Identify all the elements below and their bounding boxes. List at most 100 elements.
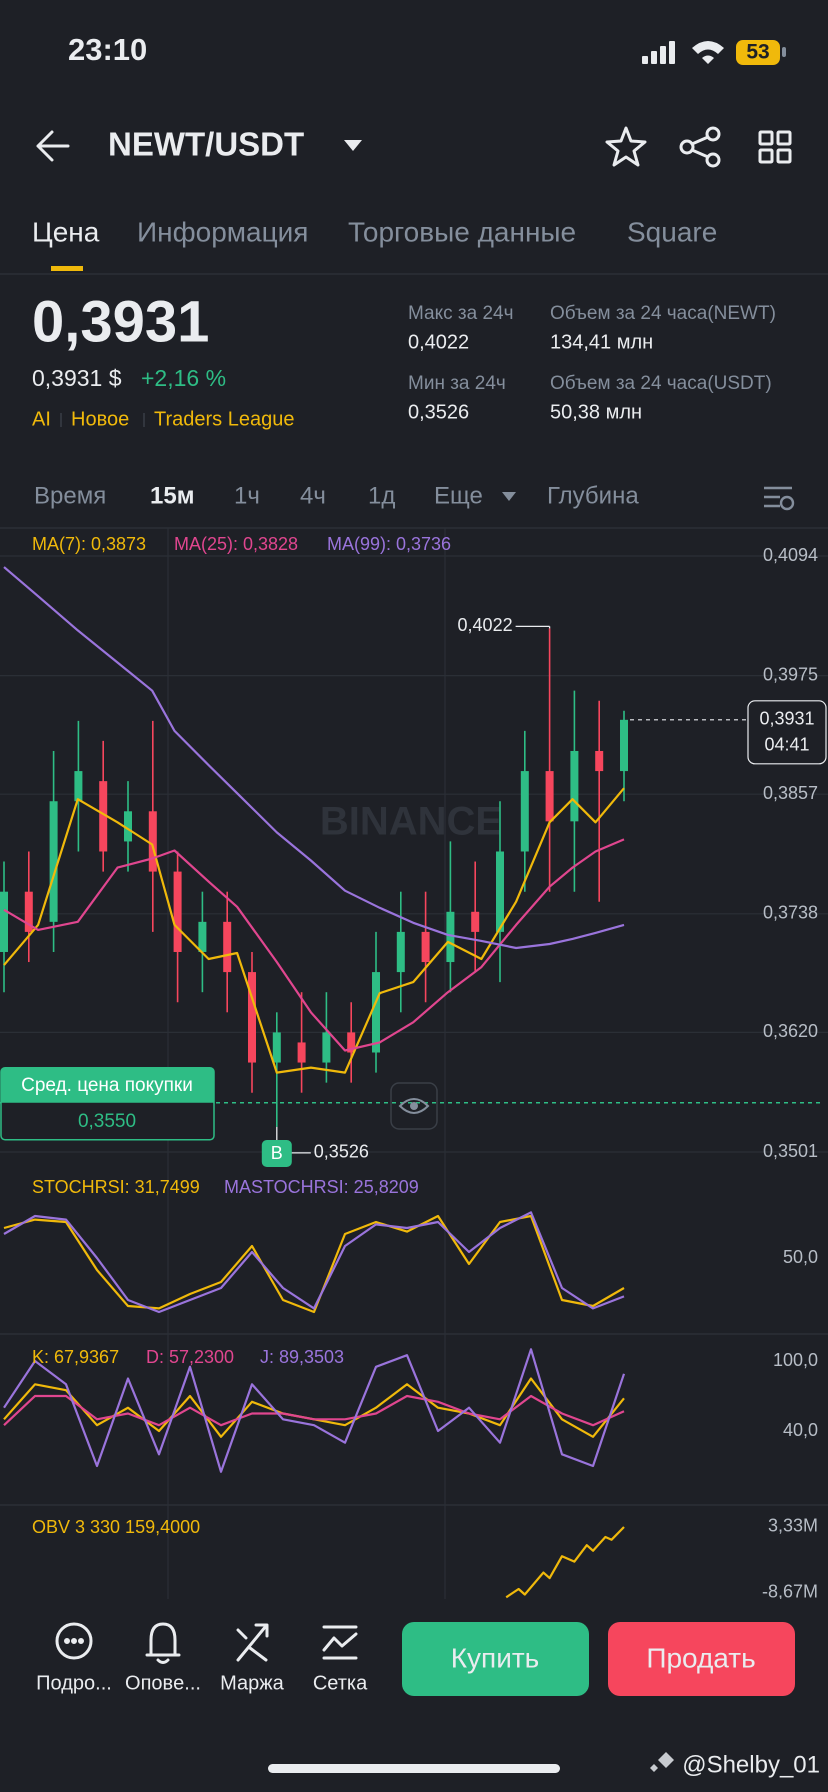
candle-body <box>272 1032 281 1063</box>
tab[interactable]: Информация <box>137 216 308 247</box>
interval[interactable]: Глубина <box>547 482 639 509</box>
interval[interactable]: 1ч <box>234 482 260 509</box>
last-price: 0,3931 <box>32 289 209 354</box>
y-tick-label: 0,3857 <box>763 783 818 803</box>
indicator-line <box>3 1394 625 1427</box>
pair-title[interactable]: NEWT/USDT <box>108 126 304 163</box>
more-dropdown[interactable] <box>502 492 516 501</box>
stat-label: Мин за 24ч <box>408 373 506 394</box>
indicator-line <box>505 1526 625 1599</box>
interval[interactable]: 15м <box>150 482 194 509</box>
indicator-line <box>3 566 625 950</box>
candle-body <box>347 1032 356 1053</box>
avg-buy-value: 0,3550 <box>78 1111 136 1132</box>
candle-body <box>421 931 430 963</box>
legend-entry: D: 57,2300 <box>146 1347 234 1367</box>
details-icon[interactable] <box>55 1622 93 1660</box>
tag[interactable]: Новое <box>71 408 129 430</box>
y-tick-label: 40,0 <box>783 1420 818 1440</box>
user-watermark: @Shelby_01 <box>682 1751 820 1778</box>
legend-entry: MA(25): 0,3828 <box>174 534 298 554</box>
y-tick-label: 0,3501 <box>763 1141 818 1161</box>
indicator-line <box>3 838 625 1052</box>
share-button[interactable] <box>679 126 721 168</box>
candle-body <box>322 1032 331 1063</box>
tab[interactable]: Square <box>627 216 717 247</box>
legend-entry: J: 89,3503 <box>260 1347 344 1367</box>
grid-bot-icon[interactable] <box>322 1625 358 1660</box>
watermark: BINANCE <box>320 800 502 844</box>
pair-dropdown[interactable] <box>344 140 362 151</box>
sell-button[interactable] <box>608 1622 795 1696</box>
y-tick-label: 0,3738 <box>763 903 818 923</box>
stat-label: Объем за 24 часа(USDT) <box>550 373 772 394</box>
tab-underline <box>51 266 83 271</box>
sell-label[interactable]: Продать <box>646 1642 755 1673</box>
countdown: 04:41 <box>764 735 809 755</box>
battery-level: 53 <box>746 41 769 64</box>
candle-body <box>0 891 8 952</box>
legend-entry: OBV 3 330 159,4000 <box>32 1517 200 1537</box>
stat-value: 134,41 млн <box>550 331 653 353</box>
charts: 0,4094 0,3975 0,3857 0,3738 0,3620 0,3501 BINA… <box>0 528 828 1601</box>
buy-button[interactable] <box>402 1622 589 1696</box>
battery-icon <box>736 40 780 65</box>
back-button[interactable] <box>36 130 70 162</box>
indicator-line <box>3 787 625 1074</box>
legend-entry: MA(99): 0,3736 <box>327 534 451 554</box>
chart-settings-button[interactable] <box>764 486 795 511</box>
candle-body <box>24 891 33 932</box>
action-label[interactable]: Подро... <box>36 1672 112 1694</box>
interval[interactable]: Еще <box>434 482 483 509</box>
home-indicator <box>268 1764 560 1773</box>
price-change: +2,16 % <box>141 365 226 391</box>
action-label[interactable]: Маржа <box>220 1672 285 1694</box>
interval[interactable]: 4ч <box>300 482 326 509</box>
y-tick-label: 3,33M <box>768 1516 818 1536</box>
max-marker-label: 0,4022 <box>458 615 513 635</box>
eye-icon <box>398 1098 430 1114</box>
buy-marker <box>261 1140 292 1167</box>
y-tick-label: 0,4094 <box>763 545 818 565</box>
hide-lines-button[interactable] <box>390 1082 438 1130</box>
tab[interactable]: Торговые данные <box>348 216 576 247</box>
interval[interactable]: 1д <box>368 482 395 509</box>
indicator-line <box>3 1211 625 1314</box>
watermark-logo <box>650 1752 674 1772</box>
last-price-box <box>747 700 827 765</box>
alert-icon[interactable] <box>145 1622 181 1664</box>
fiat-price: 0,3931 $ <box>32 365 122 391</box>
stat-value: 0,3526 <box>408 401 469 423</box>
candle-body <box>570 750 579 822</box>
candle-body <box>446 911 455 963</box>
signal-icon <box>642 41 675 64</box>
action-label[interactable]: Сетка <box>313 1672 368 1694</box>
interval[interactable]: Время <box>34 482 106 509</box>
candle-body <box>297 1042 306 1063</box>
wifi-icon <box>692 41 724 64</box>
avg-buy-title: Сред. цена покупки <box>21 1075 193 1096</box>
favorite-button[interactable] <box>605 126 647 167</box>
buy-label[interactable]: Купить <box>451 1642 540 1673</box>
battery-cap <box>782 47 786 57</box>
legend-entry: MASTOCHRSI: 25,8209 <box>224 1177 419 1197</box>
candle-body <box>620 719 628 772</box>
last-price-label: 0,3931 <box>759 709 814 729</box>
candle-body <box>74 771 83 802</box>
candle-body <box>49 801 58 922</box>
y-tick-label: 100,0 <box>773 1350 818 1370</box>
legend-entry: MA(7): 0,3873 <box>32 534 146 554</box>
tag[interactable]: Traders League <box>154 408 294 430</box>
margin-icon[interactable] <box>236 1623 269 1662</box>
action-label[interactable]: Оповe... <box>125 1672 201 1694</box>
stat-value: 50,38 млн <box>550 401 642 423</box>
candle-body <box>595 750 604 772</box>
tab[interactable]: Цена <box>32 216 100 247</box>
grid-menu-button[interactable] <box>758 130 792 164</box>
tag[interactable]: AI <box>32 408 51 430</box>
status-time: 23:10 <box>68 32 147 67</box>
stat-label: Макс за 24ч <box>408 303 514 324</box>
candle-body <box>99 781 108 852</box>
